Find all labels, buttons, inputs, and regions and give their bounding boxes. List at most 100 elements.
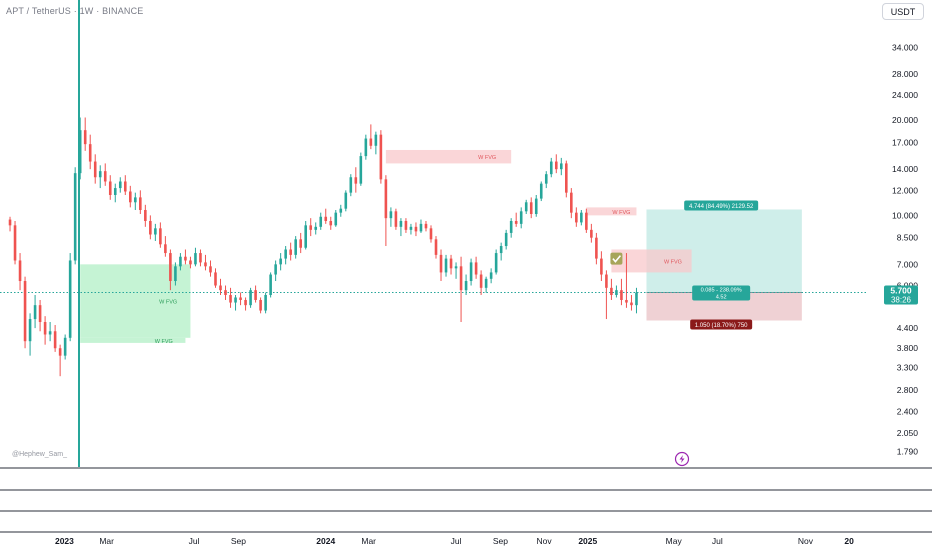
candle-body bbox=[43, 321, 47, 335]
price-tick-label: 1.790 bbox=[897, 447, 919, 457]
candle-body bbox=[339, 208, 343, 213]
candle-body bbox=[454, 266, 458, 269]
price-tick-label: 34.000 bbox=[892, 42, 918, 52]
candle-body bbox=[149, 220, 152, 235]
time-tick-label: Jul bbox=[451, 536, 462, 546]
checkmark-icon bbox=[610, 252, 623, 265]
entry-label: 0.085 - 238.09%4.52 bbox=[692, 285, 751, 301]
candle-body bbox=[590, 229, 593, 238]
candle-body bbox=[344, 192, 348, 209]
candle-body bbox=[294, 239, 297, 255]
price-tick-label: 3.800 bbox=[897, 343, 919, 353]
fvg-zone bbox=[80, 337, 186, 343]
price-tick-label: 14.000 bbox=[892, 164, 918, 174]
candle-body bbox=[479, 274, 483, 288]
candle-body bbox=[509, 220, 513, 233]
candle-body bbox=[534, 198, 538, 215]
price-axis[interactable]: 34.000 28.000 24.000 20.000 17.000 14.000 12.0… bbox=[867, 0, 932, 467]
candle-body bbox=[359, 156, 363, 184]
candle-body bbox=[349, 177, 353, 193]
time-tick-label: Nov bbox=[537, 536, 553, 546]
fvg-label: W FVG bbox=[159, 300, 177, 306]
price-line-layer bbox=[0, 0, 867, 467]
candle-body bbox=[434, 239, 438, 255]
candle-body bbox=[194, 253, 197, 265]
candle-body bbox=[249, 290, 252, 306]
candle-body bbox=[610, 287, 613, 295]
currency-button[interactable]: USDT bbox=[882, 3, 924, 20]
candle-body bbox=[364, 138, 368, 157]
stop-label-bg bbox=[690, 319, 753, 330]
candle-body bbox=[630, 302, 633, 306]
candle-body bbox=[384, 179, 388, 219]
candle-body bbox=[429, 228, 433, 240]
candle-body bbox=[319, 216, 323, 227]
entry-label-line1: 0.085 - 238.09% bbox=[701, 288, 742, 294]
candle-body bbox=[414, 226, 418, 232]
candle-body bbox=[504, 232, 508, 247]
fvg-zone bbox=[385, 149, 512, 164]
price-axis-bg bbox=[867, 0, 932, 467]
candle-body bbox=[23, 281, 27, 342]
candle-body bbox=[269, 274, 272, 295]
candle-body bbox=[559, 163, 563, 170]
candle-body bbox=[439, 254, 443, 273]
price-tick-label: 17.000 bbox=[892, 138, 918, 148]
price-tick-label: 7.000 bbox=[897, 259, 919, 269]
candle-body bbox=[73, 173, 77, 261]
candle-body bbox=[13, 225, 17, 261]
candle-body bbox=[289, 249, 292, 255]
candle-body bbox=[78, 130, 82, 174]
candle-body bbox=[134, 197, 137, 203]
candle-body bbox=[539, 183, 543, 199]
candle-body bbox=[234, 297, 237, 303]
checkmark-icon-bg bbox=[610, 252, 623, 265]
candle-body bbox=[404, 220, 408, 230]
annotation-labels-layer: W FVG W FVG W FVG W FVG W FVG 4.744 (84.49%) … bbox=[155, 155, 759, 467]
price-tick-label: 2.400 bbox=[897, 406, 919, 416]
checkmark-icon-glyph bbox=[612, 255, 622, 263]
fvg-label: W FVG bbox=[664, 259, 682, 265]
time-tick-label: Jul bbox=[712, 536, 723, 546]
candle-body bbox=[113, 188, 117, 195]
stop-label: 1.050 (18.70%) 750 bbox=[690, 319, 753, 330]
candle-body bbox=[299, 239, 302, 248]
candle-body bbox=[394, 211, 398, 227]
time-axis[interactable]: 2023 Mar Jul Sep 2024 Mar Jul Sep Nov 2025 May Jul N… bbox=[55, 536, 854, 546]
time-tick-label: May bbox=[666, 536, 683, 546]
entry-label-bg bbox=[692, 285, 751, 301]
candle-body bbox=[499, 246, 503, 254]
time-tick-label: 2024 bbox=[316, 536, 335, 546]
price-tick-label: 28.000 bbox=[892, 69, 918, 79]
candle-body bbox=[18, 260, 22, 282]
target-label: 4.744 (84.49%) 2129.52 bbox=[684, 200, 759, 211]
candle-body bbox=[595, 237, 598, 259]
candle-body bbox=[469, 262, 473, 282]
candle-body bbox=[123, 181, 127, 192]
symbol-title: APT / TetherUS · 1W · BINANCE bbox=[6, 6, 144, 16]
candle-body bbox=[524, 202, 528, 212]
candle-body bbox=[98, 171, 102, 178]
current-price-value: 5.700 bbox=[890, 286, 912, 296]
candle-body bbox=[354, 177, 358, 184]
candle-body bbox=[544, 174, 548, 184]
candle-body bbox=[399, 220, 403, 227]
time-tick-label: Mar bbox=[99, 536, 114, 546]
candle-body bbox=[264, 294, 267, 311]
candle-body bbox=[8, 219, 12, 226]
candle-body bbox=[103, 171, 107, 182]
candle-body bbox=[379, 134, 383, 180]
candle-body bbox=[324, 216, 328, 221]
candle-body bbox=[209, 266, 212, 273]
price-tick-label: 12.000 bbox=[892, 185, 918, 195]
candle-body bbox=[48, 331, 52, 335]
time-tick-label: 2025 bbox=[578, 536, 597, 546]
time-tick-label: Sep bbox=[493, 536, 508, 546]
fvg-zone bbox=[611, 249, 692, 273]
candle-body bbox=[580, 212, 583, 223]
candle-body bbox=[449, 258, 453, 269]
candle-body bbox=[169, 253, 172, 282]
price-tick-label: 24.000 bbox=[892, 90, 918, 100]
